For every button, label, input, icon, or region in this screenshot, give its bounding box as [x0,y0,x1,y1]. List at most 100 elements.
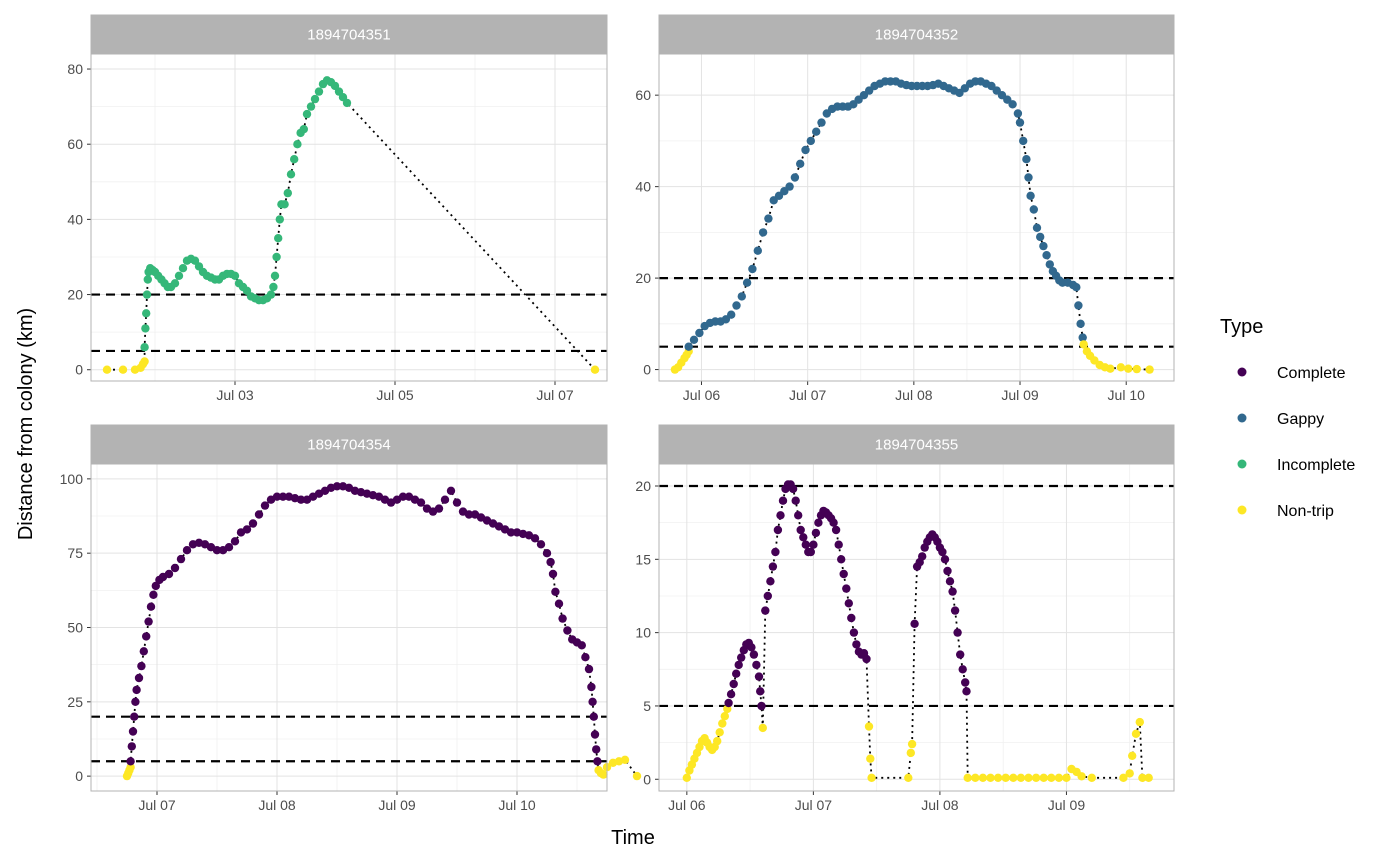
data-point [587,682,596,692]
data-point [314,87,324,96]
x-axis-title: Time [611,827,655,849]
data-point [724,698,733,708]
data-point [269,282,278,292]
data-point [950,606,960,615]
data-point [1144,773,1153,782]
facet-panel: 1894704352 0 20 40 60 Jul 06 Jul 07 Jul 08 Jul 0… [635,14,1175,403]
data-point [551,587,560,596]
data-point [530,534,540,543]
data-point [834,540,843,549]
data-point [1124,364,1133,373]
data-point [794,511,803,520]
data-point [126,757,135,766]
data-point [844,599,853,608]
data-point [1106,364,1115,373]
data-point [764,214,773,223]
x-tick-label: Jul 07 [536,387,574,403]
data-point [814,518,823,527]
data-point [720,712,729,721]
y-tick-label: 60 [67,136,83,152]
data-point [182,546,192,555]
x-tick-label: Jul 08 [921,797,959,813]
data-point [1032,223,1042,232]
x-tick-label: Jul 09 [1001,387,1039,403]
data-point [747,643,756,652]
data-point [734,660,743,670]
data-point [962,687,971,696]
legend-key [1237,413,1247,423]
x-tick-label: Jul 10 [498,797,536,813]
facet-strip-label: 1894704354 [307,437,390,454]
y-tick-label: 60 [635,87,651,103]
data-point [776,511,785,520]
data-point [1022,155,1031,164]
panel-border [90,53,608,382]
data-point [978,773,988,782]
data-point [682,773,691,782]
data-point [866,754,875,763]
data-point [592,745,601,754]
data-point [904,773,913,782]
data-point [842,584,851,593]
y-tick-label: 100 [60,471,84,487]
data-point [689,335,699,344]
data-point [910,619,919,628]
facet-strip [658,14,1175,55]
data-point [149,590,158,599]
data-point [1074,301,1083,310]
data-point [270,271,280,280]
y-tick-label: 0 [643,362,651,378]
data-point [963,773,972,782]
data-point [332,482,342,491]
data-point [1145,365,1154,374]
data-point [440,495,450,504]
data-point [849,628,859,637]
data-point [1054,773,1064,782]
data-point [727,310,736,319]
data-point [801,145,810,155]
data-point [434,504,444,513]
data-point [142,309,151,318]
data-point [1036,232,1045,242]
data-point [274,234,283,243]
legend-label: Gappy [1277,411,1324,428]
data-point [548,569,558,579]
data-point [948,587,957,596]
data-point [684,342,693,351]
facet-strip [90,424,608,465]
data-point [275,215,284,224]
facet-strip-label: 1894704355 [875,437,958,454]
data-point [146,602,156,611]
data-point [806,547,815,557]
x-tick-label: Jul 07 [138,797,176,813]
data-point [852,640,861,649]
track-path [126,485,638,777]
data-point [131,697,140,706]
x-tick-label: Jul 06 [683,387,721,403]
data-point [938,547,947,557]
data-point [506,528,516,537]
legend-key [1237,505,1247,515]
data-point [778,496,788,505]
data-point [1087,773,1097,782]
data-point [1079,340,1088,349]
data-point [695,328,704,338]
data-point [310,94,320,104]
data-point [1047,773,1056,782]
data-point [737,653,746,662]
data-point [102,365,112,374]
data-point [773,525,783,535]
data-point [986,773,995,782]
data-point [1001,773,1010,782]
data-point [961,678,970,687]
legend-label: Non-trip [1277,503,1334,520]
data-point [283,188,292,198]
data-point [748,264,757,274]
data-point [464,510,474,519]
legend-label: Incomplete [1277,457,1355,474]
data-point [732,301,741,310]
x-tick-label: Jul 06 [668,797,706,813]
data-point [446,486,456,495]
x-tick-label: Jul 07 [789,387,827,403]
data-point [416,498,426,507]
